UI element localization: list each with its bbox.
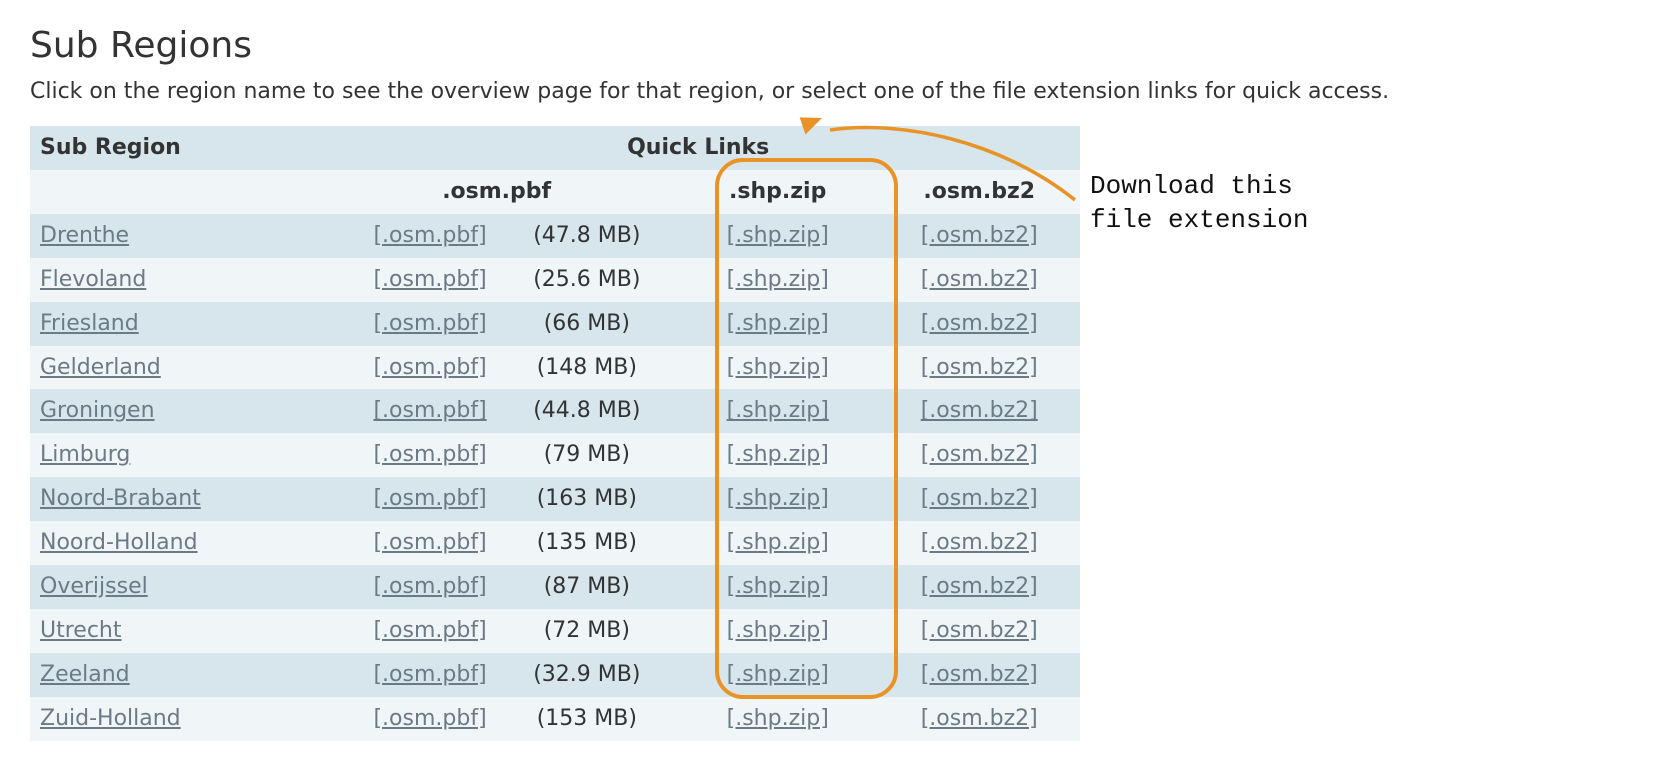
region-link[interactable]: Zeeland (40, 662, 130, 687)
download-osm-bz2-link[interactable]: [.osm.bz2] (921, 706, 1038, 731)
table-row: Groningen [.osm.pbf] (44.8 MB) [.shp.zip] [.… (30, 389, 1080, 433)
download-osm-pbf-link[interactable]: [.osm.pbf] (373, 442, 486, 467)
download-osm-bz2-link[interactable]: [.osm.bz2] (921, 442, 1038, 467)
table-row: Zeeland [.osm.pbf] (32.9 MB) [.shp.zip] [.os… (30, 653, 1080, 697)
table-row: Gelderland [.osm.pbf] (148 MB) [.shp.zip] [.… (30, 346, 1080, 390)
table-row: Flevoland [.osm.pbf] (25.6 MB) [.shp.zip] [.… (30, 258, 1080, 302)
download-shp-zip-link[interactable]: [.shp.zip] (727, 311, 829, 336)
region-link[interactable]: Gelderland (40, 355, 161, 380)
download-osm-bz2-link[interactable]: [.osm.bz2] (921, 311, 1038, 336)
download-osm-pbf-link[interactable]: [.osm.pbf] (373, 662, 486, 687)
download-shp-zip-link[interactable]: [.shp.zip] (727, 662, 829, 687)
table-row: Friesland [.osm.pbf] (66 MB) [.shp.zip] [.os… (30, 302, 1080, 346)
region-link[interactable]: Overijssel (40, 574, 148, 599)
th-blank (30, 170, 316, 214)
download-shp-zip-link[interactable]: [.shp.zip] (727, 574, 829, 599)
download-osm-bz2-link[interactable]: [.osm.bz2] (921, 662, 1038, 687)
download-osm-pbf-link[interactable]: [.osm.pbf] (373, 618, 486, 643)
region-link[interactable]: Utrecht (40, 618, 122, 643)
file-size: (44.8 MB) (497, 389, 677, 433)
download-shp-zip-link[interactable]: [.shp.zip] (727, 442, 829, 467)
download-osm-bz2-link[interactable]: [.osm.bz2] (921, 398, 1038, 423)
download-osm-bz2-link[interactable]: [.osm.bz2] (921, 618, 1038, 643)
table-row: Limburg [.osm.pbf] (79 MB) [.shp.zip] [.osm.… (30, 433, 1080, 477)
file-size: (148 MB) (497, 346, 677, 390)
page-subtitle: Click on the region name to see the over… (30, 76, 1640, 108)
download-osm-bz2-link[interactable]: [.osm.bz2] (921, 574, 1038, 599)
download-osm-bz2-link[interactable]: [.osm.bz2] (921, 267, 1038, 292)
file-size: (135 MB) (497, 521, 677, 565)
download-osm-pbf-link[interactable]: [.osm.pbf] (373, 486, 486, 511)
file-size: (79 MB) (497, 433, 677, 477)
table-row: Zuid-Holland [.osm.pbf] (153 MB) [.shp.zip]… (30, 697, 1080, 741)
download-shp-zip-link[interactable]: [.shp.zip] (727, 486, 829, 511)
download-osm-pbf-link[interactable]: [.osm.pbf] (373, 706, 486, 731)
download-osm-bz2-link[interactable]: [.osm.bz2] (921, 223, 1038, 248)
file-size: (163 MB) (497, 477, 677, 521)
download-shp-zip-link[interactable]: [.shp.zip] (727, 267, 829, 292)
th-osm-bz2: .osm.bz2 (878, 170, 1080, 214)
file-size: (153 MB) (497, 697, 677, 741)
region-link[interactable]: Noord-Holland (40, 530, 198, 555)
download-shp-zip-link[interactable]: [.shp.zip] (727, 355, 829, 380)
th-shp-zip: .shp.zip (677, 170, 879, 214)
regions-table: Sub Region Quick Links .osm.pbf .shp.zip… (30, 126, 1080, 740)
region-link[interactable]: Limburg (40, 442, 130, 467)
download-osm-bz2-link[interactable]: [.osm.bz2] (921, 530, 1038, 555)
download-osm-pbf-link[interactable]: [.osm.pbf] (373, 223, 486, 248)
download-shp-zip-link[interactable]: [.shp.zip] (727, 223, 829, 248)
download-osm-pbf-link[interactable]: [.osm.pbf] (373, 398, 486, 423)
region-link[interactable]: Groningen (40, 398, 155, 423)
file-size: (87 MB) (497, 565, 677, 609)
region-link[interactable]: Noord-Brabant (40, 486, 201, 511)
download-osm-bz2-link[interactable]: [.osm.bz2] (921, 355, 1038, 380)
download-osm-pbf-link[interactable]: [.osm.pbf] (373, 355, 486, 380)
file-size: (25.6 MB) (497, 258, 677, 302)
file-size: (47.8 MB) (497, 214, 677, 258)
download-shp-zip-link[interactable]: [.shp.zip] (727, 706, 829, 731)
th-osm-pbf: .osm.pbf (316, 170, 677, 214)
region-link[interactable]: Friesland (40, 311, 139, 336)
download-osm-pbf-link[interactable]: [.osm.pbf] (373, 267, 486, 292)
file-size: (66 MB) (497, 302, 677, 346)
file-size: (72 MB) (497, 609, 677, 653)
download-osm-pbf-link[interactable]: [.osm.pbf] (373, 530, 486, 555)
page-title: Sub Regions (30, 20, 1640, 72)
table-row: Drenthe [.osm.pbf] (47.8 MB) [.shp.zip] [.os… (30, 214, 1080, 258)
th-subregion: Sub Region (30, 126, 316, 170)
download-shp-zip-link[interactable]: [.shp.zip] (727, 530, 829, 555)
region-link[interactable]: Flevoland (40, 267, 146, 292)
table-row: Noord-Brabant [.osm.pbf] (163 MB) [.shp.zip… (30, 477, 1080, 521)
table-header-row-2: .osm.pbf .shp.zip .osm.bz2 (30, 170, 1080, 214)
table-row: Utrecht [.osm.pbf] (72 MB) [.shp.zip] [.osm.… (30, 609, 1080, 653)
annotation-text: Download this file extension (1090, 170, 1308, 238)
download-osm-bz2-link[interactable]: [.osm.bz2] (921, 486, 1038, 511)
table-row: Overijssel [.osm.pbf] (87 MB) [.shp.zip] [.o… (30, 565, 1080, 609)
region-link[interactable]: Drenthe (40, 223, 129, 248)
file-size: (32.9 MB) (497, 653, 677, 697)
table-header-row-1: Sub Region Quick Links (30, 126, 1080, 170)
download-osm-pbf-link[interactable]: [.osm.pbf] (373, 311, 486, 336)
region-link[interactable]: Zuid-Holland (40, 706, 181, 731)
page-root: Sub Regions Click on the region name to … (0, 0, 1670, 761)
download-shp-zip-link[interactable]: [.shp.zip] (727, 398, 829, 423)
table-row: Noord-Holland [.osm.pbf] (135 MB) [.shp.zip… (30, 521, 1080, 565)
download-osm-pbf-link[interactable]: [.osm.pbf] (373, 574, 486, 599)
th-quicklinks: Quick Links (316, 126, 1080, 170)
download-shp-zip-link[interactable]: [.shp.zip] (727, 618, 829, 643)
